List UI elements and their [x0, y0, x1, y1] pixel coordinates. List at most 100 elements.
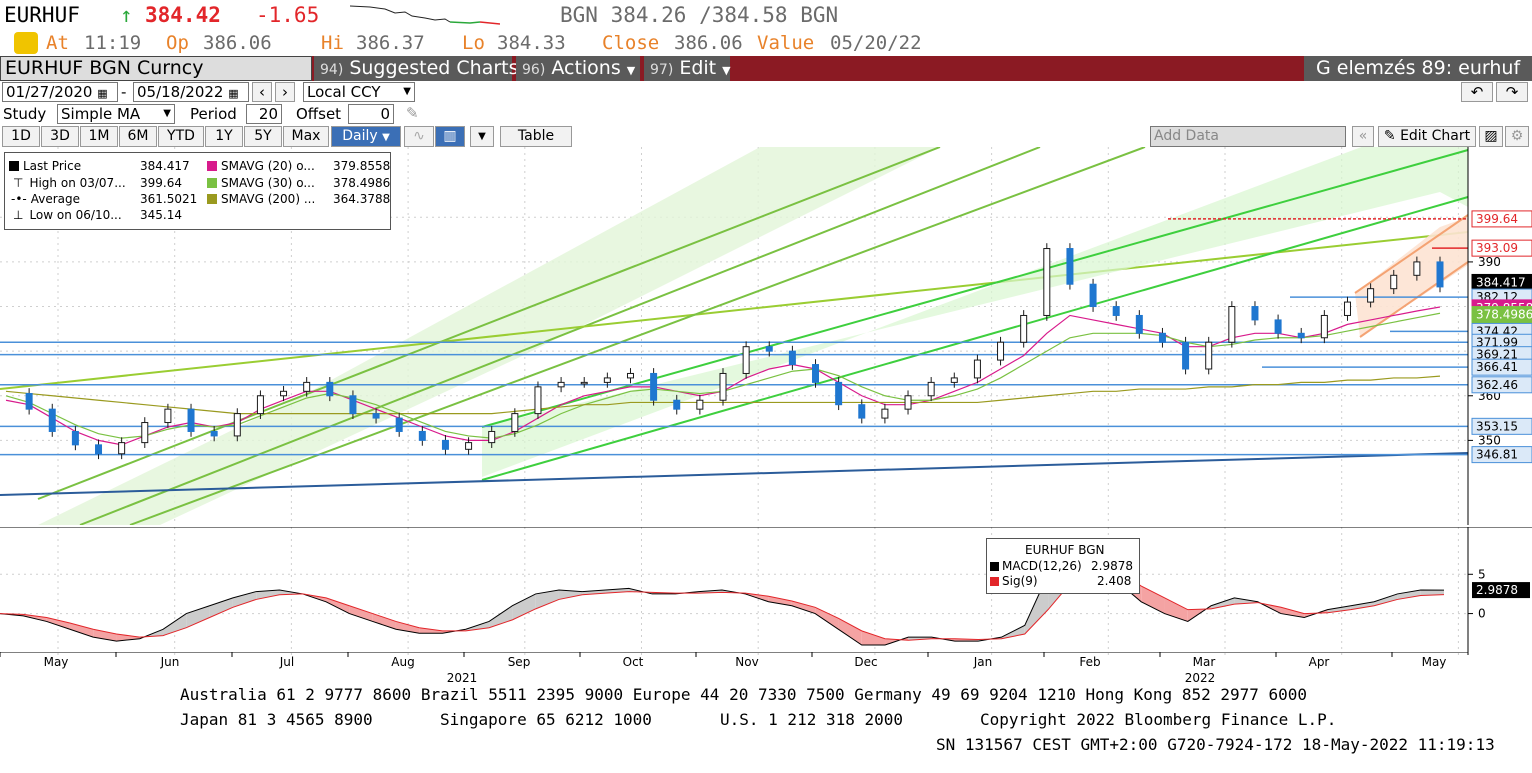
candle-body [765, 346, 773, 352]
value-date-label: Value [757, 32, 815, 54]
close-value: 386.06 [674, 32, 743, 54]
period-field[interactable]: 20 [246, 104, 282, 124]
candle-body [1020, 314, 1028, 343]
gear-icon[interactable]: ⚙ [1505, 126, 1529, 147]
legend-label: SMAVG (20) [221, 159, 293, 173]
start-date-field[interactable]: 01/27/2020 ▦ [2, 82, 118, 102]
end-date-field[interactable]: 05/18/2022 ▦ [133, 82, 249, 102]
range-5y[interactable]: 5Y [244, 126, 282, 147]
legend-swatch [207, 178, 217, 188]
candle-body [233, 413, 241, 437]
legend-ellipsis: ... [303, 192, 316, 206]
high-marker-icon: ⊤ [13, 176, 24, 190]
price-label-box [1471, 210, 1532, 228]
candle-body [118, 442, 126, 455]
at-label: At [46, 32, 69, 54]
offset-field[interactable]: 0 [348, 104, 394, 124]
actions-menu[interactable]: 96) Actions ▼ [516, 56, 640, 81]
frequency-value: Daily [342, 128, 378, 144]
edit-chart-button[interactable]: ✎ Edit Chart [1378, 126, 1476, 147]
candle-body [1274, 319, 1282, 334]
trend-line [129, 147, 1146, 525]
macd-fill [512, 593, 536, 620]
edit-menu[interactable]: 97) Edit ▼ [644, 56, 731, 81]
price-label-box [1471, 306, 1532, 324]
price-label: 384.417 [1476, 275, 1526, 289]
dropdown-arrow-icon: ▼ [403, 86, 411, 97]
range-6m[interactable]: 6M [119, 126, 157, 147]
prev-period-button[interactable]: ‹ [252, 82, 272, 102]
legend-ellipsis: o... [296, 176, 315, 190]
x-tick-label: Mar [1193, 655, 1216, 669]
price-label: 362.46 [1476, 378, 1518, 392]
edit-chart-label: Edit Chart [1400, 128, 1471, 144]
add-data-field[interactable]: Add Data [1150, 126, 1346, 147]
range-max[interactable]: Max [283, 126, 329, 147]
candle-body [1390, 274, 1398, 290]
short-channel [1355, 217, 1468, 337]
table-button[interactable]: Table [500, 126, 572, 147]
macd-legend: EURHUF BGN MACD(12,26) 2.9878 Sig(9) 2.4… [986, 538, 1140, 594]
x-year-label: 2021 [447, 671, 478, 685]
redo-button[interactable]: ↷ [1496, 82, 1528, 102]
candle-body [1089, 283, 1097, 308]
legend-value: 2.408 [1097, 574, 1132, 588]
price-label-box [1471, 417, 1532, 435]
line-chart-icon[interactable]: ∿ [404, 126, 434, 147]
range-1d[interactable]: 1D [2, 126, 40, 147]
x-tick-label: Dec [854, 655, 877, 669]
legend-value: 378.4986 [333, 176, 391, 190]
price-legend: Last Price 384.417 ⊤ High on 03/07... 399… [4, 152, 391, 230]
chart-type-dropdown-icon[interactable]: ▼ [470, 126, 494, 147]
legend-signal: Sig(9) [990, 574, 1038, 588]
range-1m[interactable]: 1M [80, 126, 118, 147]
range-ytd[interactable]: YTD [158, 126, 204, 147]
calendar-icon: ▦ [228, 87, 239, 100]
candle-body [1413, 261, 1421, 276]
value-date: 05/20/22 [830, 32, 922, 54]
pencil-icon[interactable]: ✎ [406, 104, 419, 122]
trend-line [37, 147, 941, 500]
candle-body [95, 444, 103, 455]
macd-fill [1350, 601, 1375, 610]
macd-fill [768, 596, 792, 606]
suggested-charts-button[interactable]: 94) Suggested Charts [314, 56, 519, 81]
legend-value: 399.64 [140, 176, 182, 190]
security-field[interactable]: EURHUF BGN Curncy [0, 56, 312, 81]
macd-chart[interactable]: 5 0 2.9878 [0, 527, 1532, 655]
dropdown-arrow-icon: ▼ [722, 64, 731, 77]
macd-fill [372, 613, 396, 630]
candle-body [973, 359, 981, 379]
up-arrow-icon: ↑ [120, 3, 133, 27]
low-label: Lo [462, 32, 485, 54]
range-1y[interactable]: 1Y [205, 126, 243, 147]
bar-chart-icon[interactable]: ▥ [435, 126, 465, 147]
price-label: 378.4986 [1476, 308, 1532, 322]
macd-fill [419, 627, 443, 634]
last-price: 384.42 [145, 3, 221, 27]
footer-phone-line: Australia 61 2 9777 8600 Brazil 5511 239… [180, 685, 1308, 704]
candle-body [210, 430, 218, 437]
next-period-button[interactable]: › [275, 82, 295, 102]
macd-fill [535, 590, 559, 609]
legend-value: 345.14 [140, 208, 182, 222]
macd-fill [232, 591, 257, 608]
study-value: Simple MA [61, 105, 141, 123]
range-3d[interactable]: 3D [41, 126, 79, 147]
undo-button[interactable]: ↶ [1461, 82, 1493, 102]
candle-body [927, 381, 935, 397]
high-label: Hi [321, 32, 344, 54]
y-tick-label: 390 [1478, 255, 1501, 269]
channel-upper [481, 149, 1469, 428]
dropdown-arrow-icon: ▼ [382, 132, 390, 143]
price-label-box [1471, 376, 1532, 394]
price-chart[interactable]: 350360390399.64393.09384.417382.12379.85… [0, 147, 1532, 525]
currency-select[interactable]: Local CCY ▼ [303, 82, 415, 102]
chart-icon[interactable]: ▨ [1479, 126, 1503, 147]
candle-body [696, 399, 704, 410]
study-select[interactable]: Simple MA ▼ [57, 104, 175, 124]
macd-fill [46, 617, 70, 630]
collapse-icon[interactable]: « [1352, 126, 1374, 147]
candle-body [1343, 301, 1351, 316]
frequency-select[interactable]: Daily ▼ [331, 126, 401, 147]
